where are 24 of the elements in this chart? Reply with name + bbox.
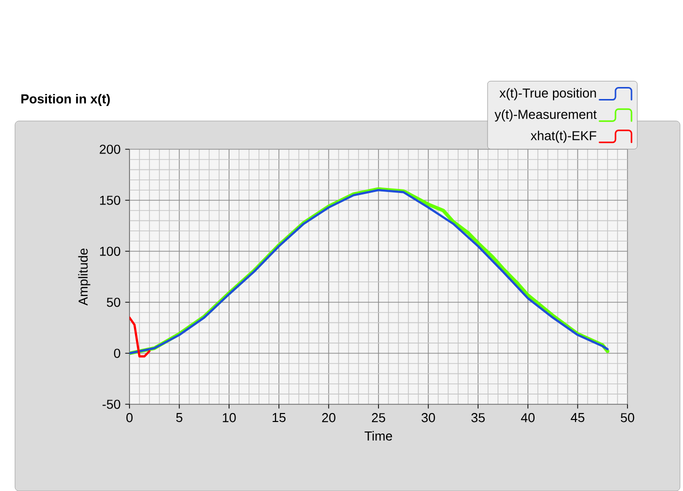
y-axis-title: Amplitude: [78, 248, 90, 306]
legend-label: xhat(t)-EKF: [530, 130, 596, 143]
x-tick-label: 40: [520, 413, 535, 422]
x-tick-label: 10: [222, 413, 236, 422]
x-axis-title: Time: [364, 431, 392, 441]
y-tick-label: -50: [102, 400, 120, 409]
y-tick-label: 50: [106, 298, 120, 307]
y-tick-label: 200: [100, 144, 120, 154]
y-tick-label: 100: [100, 246, 120, 256]
line-series: [129, 316, 150, 358]
x-tick-label: 50: [620, 413, 634, 422]
x-tick-label: 5: [176, 413, 182, 422]
x-tick-label: 45: [570, 413, 584, 422]
x-tick-label: 30: [422, 413, 435, 422]
chart-title: Position in x(t): [21, 94, 110, 106]
y-tick-label: 0: [114, 348, 120, 358]
x-tick-label: 25: [372, 413, 386, 422]
x-tick-label: 15: [272, 413, 286, 422]
y-tick-label: 150: [100, 196, 120, 205]
x-tick-label: 20: [322, 413, 336, 422]
x-tick-label: 0: [126, 413, 133, 422]
legend-label: y(t)-Measurement: [494, 109, 597, 122]
legend-label: x(t)-True position: [499, 88, 596, 100]
x-tick-label: 35: [471, 413, 485, 422]
